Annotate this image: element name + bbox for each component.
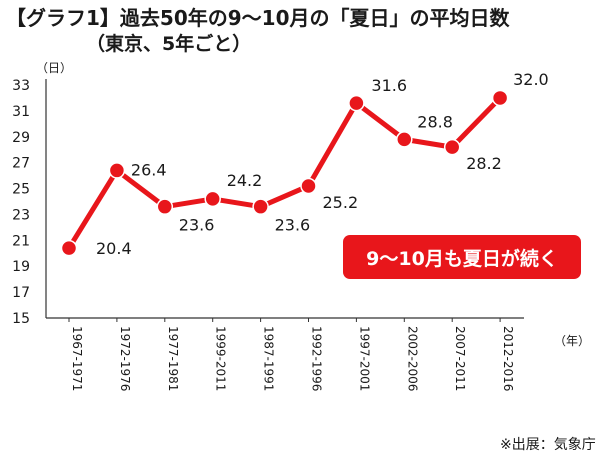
y-tick-label: 21 (12, 233, 30, 249)
data-point (156, 198, 174, 215)
x-tick-label: 2007-2011 (453, 326, 467, 391)
data-label: 28.2 (466, 154, 502, 173)
chart-subtitle: （東京、5年ごと） (86, 33, 252, 55)
y-tick-label: 19 (12, 259, 30, 275)
data-point (443, 138, 461, 156)
source-note: ※出展：気象庁 (500, 437, 596, 453)
data-point (252, 198, 269, 215)
data-label: 28.8 (417, 112, 453, 131)
data-point (300, 177, 317, 195)
data-label: 24.2 (227, 171, 263, 190)
y-tick-label: 27 (12, 156, 30, 172)
series-line (66, 95, 503, 251)
data-label: 23.6 (275, 216, 311, 235)
x-tick-label: 1977-1981 (166, 326, 180, 391)
y-axis-unit: （日） (36, 61, 73, 75)
y-tick-label: 15 (12, 311, 30, 327)
data-point (491, 89, 509, 107)
data-point (396, 131, 413, 148)
data-label: 23.6 (179, 216, 215, 235)
chart-axes (45, 79, 524, 319)
data-point (60, 239, 78, 257)
data-label: 20.4 (96, 239, 132, 258)
y-tick-label: 29 (12, 130, 30, 146)
y-tick-label: 31 (12, 104, 30, 120)
x-tick-label: 2012-2016 (501, 326, 515, 391)
x-tick-label: 2002-2006 (405, 326, 419, 391)
data-label: 32.0 (513, 70, 549, 89)
data-point (348, 94, 365, 112)
x-tick-label: 1967-1971 (70, 326, 84, 391)
data-labels: 20.4 26.4 23.6 24.2 23.6 25.2 31.6 28.8 28.2 32.0 (96, 70, 549, 258)
data-label: 25.2 (323, 193, 359, 212)
y-tick-label: 25 (12, 182, 30, 198)
y-tick-labels: 15 17 19 21 23 25 27 29 31 33 (12, 78, 30, 327)
chart-title: 【グラフ1】過去50年の9～10月の「夏日」の平均日数 (6, 6, 510, 30)
x-tick-label: 1999-2011 (214, 326, 228, 391)
x-tick-label: 1972-1976 (118, 326, 132, 391)
x-tick-label: 1992-1996 (310, 326, 324, 391)
series-points (60, 89, 509, 257)
y-tick-label: 23 (12, 207, 30, 223)
data-label: 26.4 (131, 160, 167, 179)
series-line-path (66, 95, 503, 251)
x-tick-label: 1987-1991 (262, 326, 276, 391)
x-tick-labels: 1967-1971 1972-1976 1977-1981 1999-2011 1987… (68, 318, 515, 391)
data-label: 31.6 (371, 76, 407, 95)
y-tick-label: 17 (12, 285, 30, 301)
data-point (108, 162, 126, 179)
x-tick-label: 1997-2001 (357, 326, 371, 391)
y-tick-label: 33 (12, 78, 30, 94)
data-point (204, 190, 221, 208)
x-axis-unit: （年） (554, 334, 591, 348)
callout-badge: 9～10月も夏日が続く (343, 235, 581, 279)
